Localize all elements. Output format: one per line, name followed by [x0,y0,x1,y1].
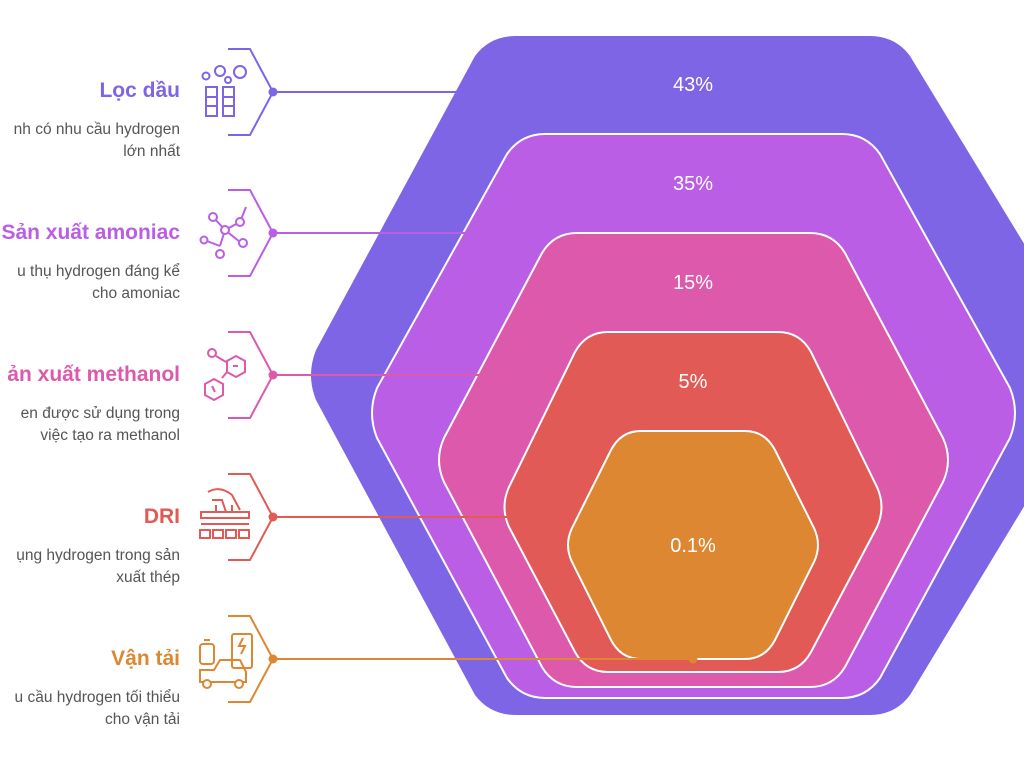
desc-line: việc tạo ra methanol [40,427,180,444]
icon-frame-van-tai [228,615,275,703]
desc-line: cho amoniac [92,285,180,302]
percent-methanol: 15% [673,272,713,294]
icon-frame-loc-dau [228,48,275,136]
percent-amoniac: 35% [673,173,713,195]
desc-line: u cầu hydrogen tối thiểu [14,689,180,706]
connector-loc-dau [268,87,469,97]
desc-line: xuất thép [116,569,180,586]
refinery-icon [201,65,247,117]
hydrogen-vehicle-icon [199,633,253,689]
icon-frame-dri [228,473,275,561]
desc-line: cho vận tải [105,711,180,728]
hexagon-van-tai [567,430,819,660]
desc-van-tai: u cầu hydrogen tối thiểu cho vận tải [15,687,180,731]
percent-loc-dau: 43% [673,74,713,96]
desc-line: ụng hydrogen trong sản [16,547,180,564]
percent-dri: 5% [679,371,708,393]
label-amoniac: Sản xuất amoniac [1,221,180,244]
molecule-network-icon [199,206,248,259]
desc-line: lớn nhất [123,143,180,160]
desc-methanol: en được sử dụng trong việc tạo ra methan… [21,403,180,447]
percent-van-tai: 0.1% [670,535,716,557]
steel-furnace-icon [199,488,250,539]
desc-amoniac: u thụ hydrogen đáng kể cho amoniac [17,261,180,305]
chemical-structure-icon [204,348,246,402]
desc-line: u thụ hydrogen đáng kể [17,263,180,280]
icon-frame-methanol [228,331,275,419]
desc-line: nh có nhu cầu hydrogen [13,121,180,138]
label-dri: DRI [143,505,180,528]
label-methanol: ản xuất methanol [7,363,180,386]
icon-frame-amoniac [228,189,275,277]
label-loc-dau: Lọc dầu [99,79,180,102]
desc-dri: ụng hydrogen trong sản xuất thép [16,545,180,589]
desc-loc-dau: nh có nhu cầu hydrogen lớn nhất [14,119,180,163]
desc-line: en được sử dụng trong [20,405,180,422]
label-van-tai: Vận tải [111,647,180,670]
